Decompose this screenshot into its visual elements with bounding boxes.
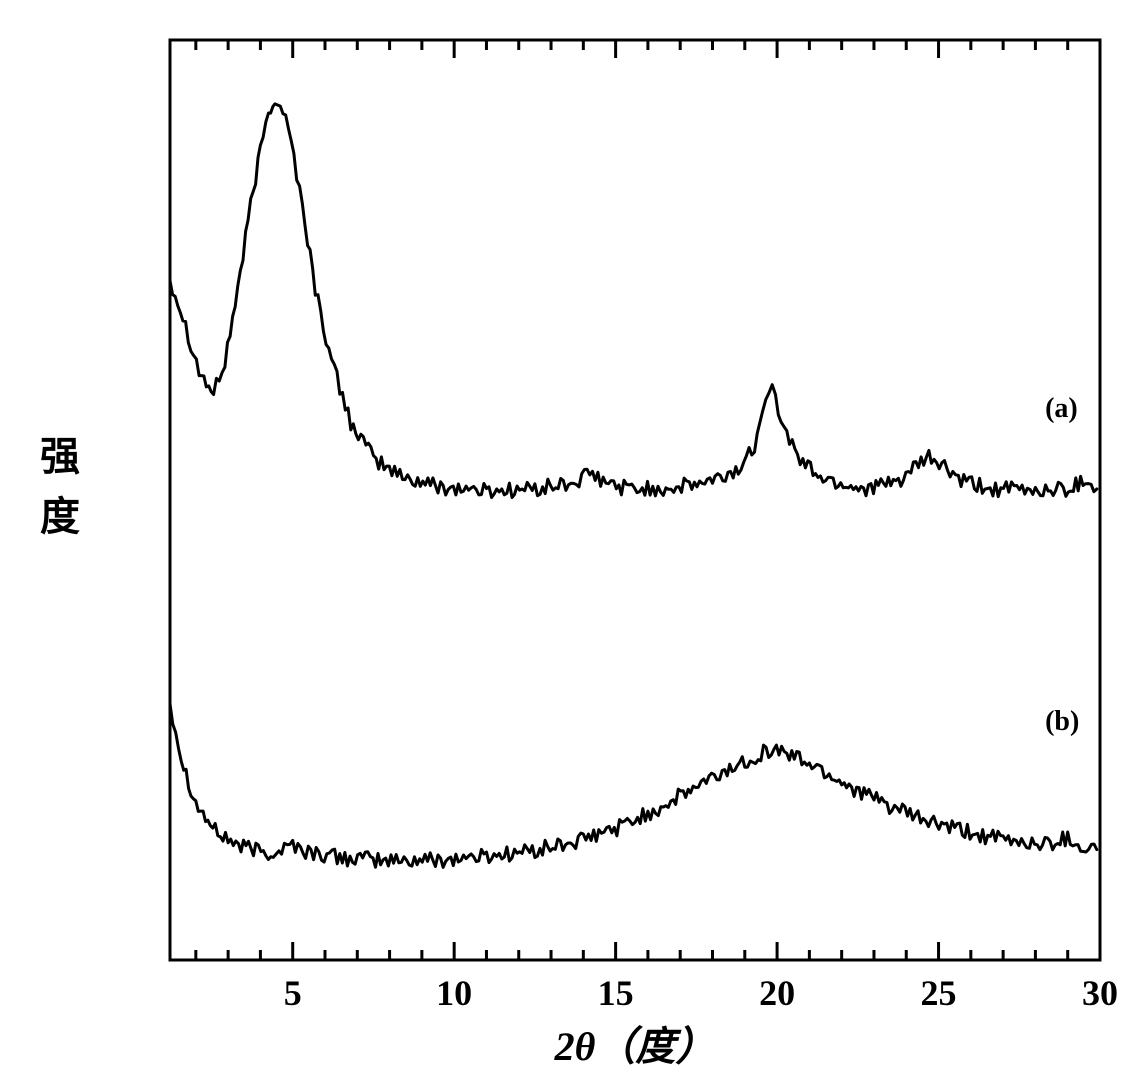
x-axis-label: 2θ（度） <box>554 1024 716 1069</box>
series-label: (b) <box>1045 706 1079 737</box>
svg-text:30: 30 <box>1082 973 1118 1013</box>
series-label: (a) <box>1045 393 1078 424</box>
svg-text:5: 5 <box>284 973 302 1013</box>
svg-text:15: 15 <box>598 973 634 1013</box>
series-1 <box>170 704 1097 868</box>
svg-text:25: 25 <box>921 973 957 1013</box>
xrd-chart: 5 10 15 20 25 30 2θ（度） 强度 (a) (b) <box>0 0 1148 1075</box>
y-axis-label-char: 强 <box>40 434 80 479</box>
series-0 <box>170 104 1097 498</box>
svg-text:20: 20 <box>759 973 795 1013</box>
svg-text:10: 10 <box>436 973 472 1013</box>
y-axis-label-char: 度 <box>40 494 80 539</box>
